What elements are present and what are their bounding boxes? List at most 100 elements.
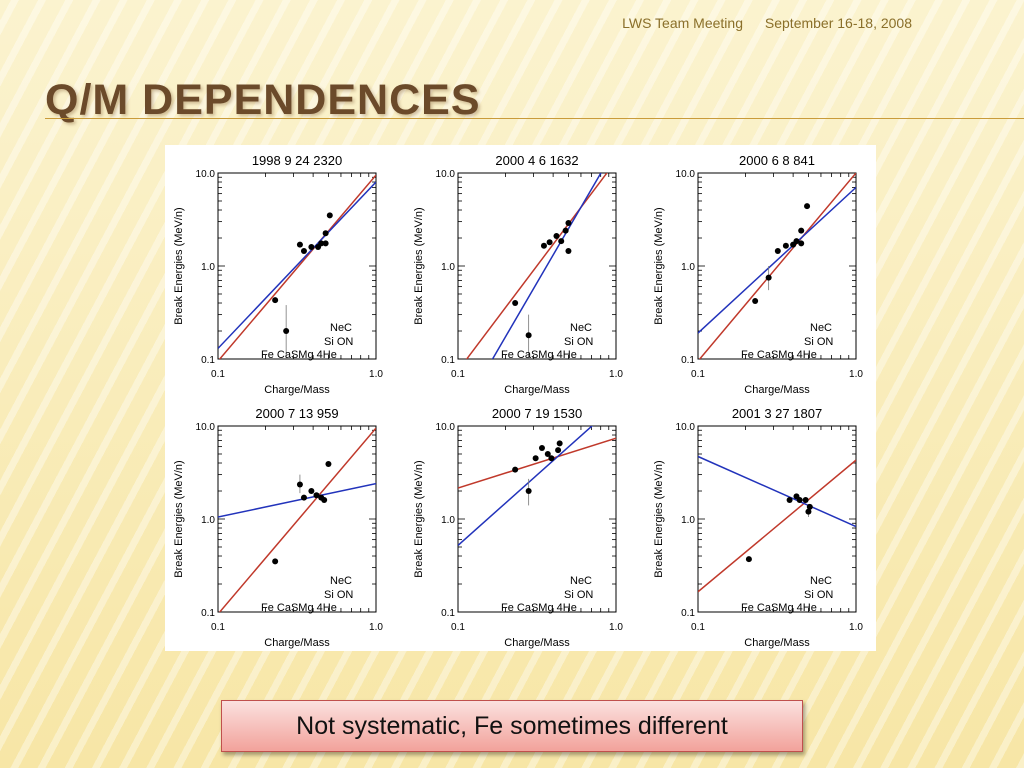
y-axis-label: Break Energies (MeV/n) (413, 460, 425, 577)
x-tick-label: 0.1 (691, 369, 705, 380)
chart-title: 2000 6 8 841 (739, 153, 815, 168)
y-tick-label: 10.0 (436, 169, 456, 180)
y-tick-label: 0.1 (201, 355, 215, 366)
fit-line-red (465, 173, 608, 359)
data-point (548, 455, 555, 462)
caption-text: Not systematic, Fe sometimes different (296, 711, 728, 740)
data-point (765, 274, 772, 281)
fit-line-red (698, 459, 856, 593)
data-point (565, 247, 572, 254)
y-axis-label: Break Energies (MeV/n) (173, 460, 185, 577)
x-tick-label: 0.1 (211, 369, 225, 380)
y-tick-label: 0.1 (201, 608, 215, 619)
title-rule (45, 118, 1024, 119)
y-tick-label: 10.0 (676, 422, 696, 433)
element-label: Fe CaSMg 4He (501, 602, 577, 614)
chart-title: 2001 3 27 1807 (732, 406, 822, 421)
plot-frame (217, 425, 377, 613)
data-point (296, 481, 303, 488)
fit-line-blue (218, 482, 376, 518)
chart-panel-3: 2000 6 8 841 0.1 1.0 0.1 1.0 10.0 Charge/Mass B… (653, 153, 863, 396)
data-point (322, 240, 329, 247)
element-label: Si ON (564, 336, 593, 348)
data-point (556, 440, 563, 447)
data-point (804, 203, 811, 210)
x-axis-label: Charge/Mass (504, 637, 570, 649)
slide-header: LWS Team Meeting September 16-18, 2008 (0, 15, 912, 31)
data-point (546, 239, 553, 246)
x-tick-label: 1.0 (609, 369, 623, 380)
y-tick-label: 0.1 (441, 355, 455, 366)
data-point (745, 556, 752, 563)
y-tick-label: 1.0 (201, 515, 215, 526)
data-point (325, 461, 332, 468)
chart-title: 1998 9 24 2320 (252, 153, 342, 168)
data-point (782, 242, 789, 249)
data-point (558, 238, 565, 245)
element-label: Si ON (324, 589, 353, 601)
fit-line-red (458, 437, 616, 489)
y-tick-label: 1.0 (681, 262, 695, 273)
chart-title: 2000 7 19 1530 (492, 406, 582, 421)
slide-title: Q/M DEPENDENCES (45, 76, 481, 124)
data-point (538, 445, 545, 452)
element-label: Fe CaSMg 4He (261, 602, 337, 614)
axis-ticks (697, 426, 857, 613)
element-label: Fe CaSMg 4He (501, 349, 577, 361)
x-axis-label: Charge/Mass (744, 637, 810, 649)
chart-panel-1: 1998 9 24 2320 0.1 1.0 0.1 1.0 10.0 Charge/Mas… (173, 153, 383, 396)
data-point (272, 558, 279, 565)
fit-line-red (218, 427, 376, 612)
y-tick-label: 0.1 (681, 355, 695, 366)
axis-ticks (217, 426, 377, 613)
caption-box: Not systematic, Fe sometimes different (221, 700, 803, 752)
element-label: NeC (570, 322, 592, 334)
x-tick-label: 0.1 (691, 622, 705, 633)
x-tick-label: 1.0 (849, 622, 863, 633)
fit-line-blue (458, 426, 594, 546)
data-point (544, 450, 551, 457)
data-point (540, 242, 547, 249)
y-axis-label: Break Energies (MeV/n) (653, 207, 665, 324)
data-point (798, 227, 805, 234)
header-meeting: LWS Team Meeting (622, 15, 743, 31)
data-point (283, 328, 290, 335)
x-tick-label: 1.0 (849, 369, 863, 380)
data-point (786, 497, 793, 504)
chart-panel-4: 2000 7 13 959 0.1 1.0 0.1 1.0 10.0 Charge/Mass… (173, 406, 383, 649)
data-point (321, 497, 328, 504)
y-tick-label: 1.0 (201, 262, 215, 273)
y-axis-label: Break Energies (MeV/n) (653, 460, 665, 577)
data-point (562, 227, 569, 234)
y-tick-label: 0.1 (681, 608, 695, 619)
x-tick-label: 1.0 (609, 622, 623, 633)
plot-frame (457, 172, 617, 360)
element-label: NeC (570, 575, 592, 587)
data-point (322, 230, 329, 237)
data-point (326, 212, 333, 219)
data-point (565, 219, 572, 226)
data-point (555, 447, 562, 454)
data-point (806, 503, 813, 510)
fit-line-red (218, 174, 376, 359)
data-point (313, 492, 320, 499)
element-label: Si ON (804, 589, 833, 601)
x-axis-label: Charge/Mass (744, 384, 810, 396)
data-point (553, 233, 560, 240)
chart-title: 2000 4 6 1632 (495, 153, 578, 168)
y-tick-label: 1.0 (441, 262, 455, 273)
element-label: NeC (810, 575, 832, 587)
fit-line-blue (218, 181, 376, 349)
fit-line-blue (491, 173, 602, 359)
y-tick-label: 10.0 (196, 169, 216, 180)
data-point (805, 508, 812, 515)
fit-line-blue (698, 186, 856, 334)
plot-frame (217, 172, 377, 360)
chart-figure: 1998 9 24 2320 0.1 1.0 0.1 1.0 10.0 Charge/Mas… (165, 145, 876, 651)
y-tick-label: 0.1 (441, 608, 455, 619)
chart-panel-6: 2001 3 27 1807 0.1 1.0 0.1 1.0 10.0 Charge/Mas… (653, 406, 863, 649)
x-tick-label: 0.1 (211, 622, 225, 633)
x-tick-label: 1.0 (369, 622, 383, 633)
element-label: Fe CaSMg 4He (741, 349, 817, 361)
data-point (318, 240, 325, 247)
